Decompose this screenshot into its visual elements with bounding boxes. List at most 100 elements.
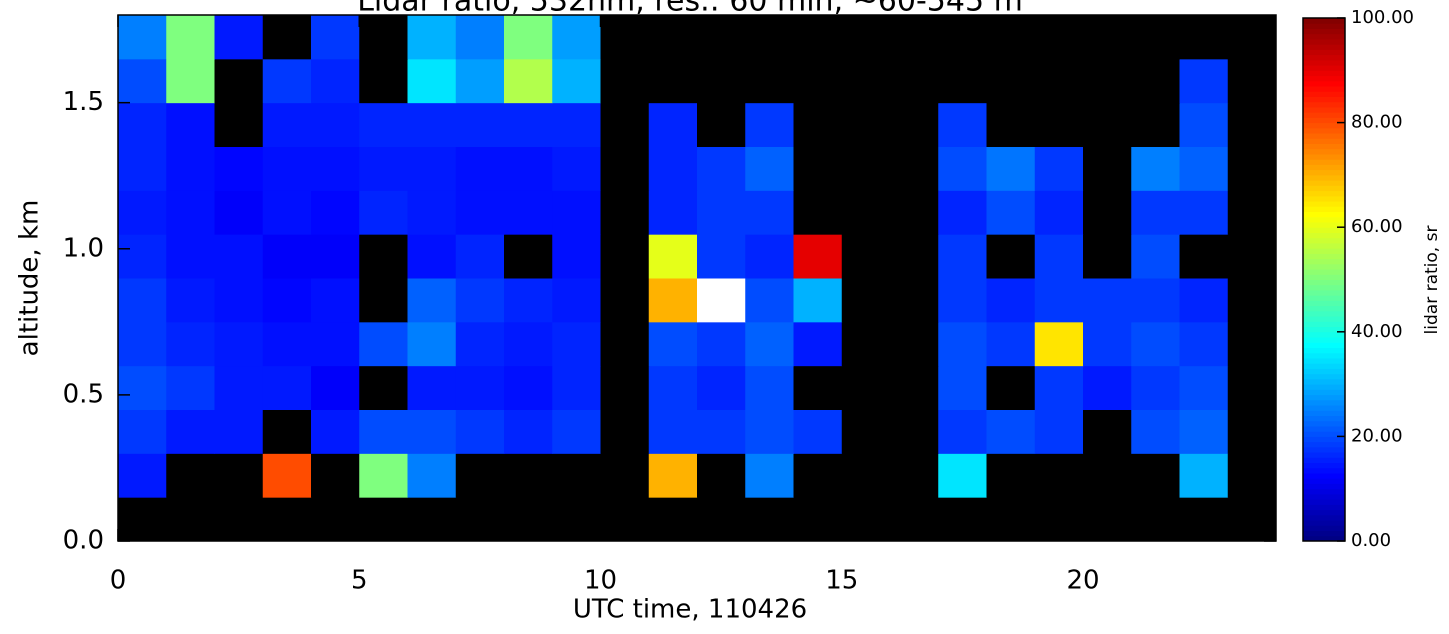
colorbar-segment (1303, 384, 1345, 390)
heat-cell (166, 321, 215, 367)
heat-cell (1083, 321, 1132, 367)
heat-cell (793, 278, 843, 323)
heat-cell (1179, 278, 1229, 323)
heat-cell (890, 278, 939, 323)
heat-cell (841, 278, 891, 323)
heat-cell (1083, 453, 1132, 498)
heat-cell (841, 365, 891, 410)
heat-cell (1179, 453, 1229, 498)
colorbar-segment (1303, 295, 1345, 301)
heat-cell (262, 365, 312, 410)
colorbar-segment (1303, 321, 1345, 328)
colorbar-segment (1303, 452, 1345, 458)
colorbar-segment (1303, 436, 1345, 443)
colorbar-segment (1303, 279, 1345, 286)
heat-cell (1034, 190, 1084, 235)
heat-cell (166, 497, 215, 542)
heat-cell (697, 497, 746, 542)
colorbar-segment (1303, 133, 1345, 139)
heat-cell (697, 453, 746, 498)
heat-cell (311, 453, 360, 498)
colorbar-segment (1303, 258, 1345, 265)
colorbar-segment (1303, 65, 1345, 71)
heat-cell (455, 497, 505, 542)
heat-cell (552, 409, 601, 454)
heat-cell (214, 497, 264, 542)
heat-cell (890, 409, 939, 454)
heat-cell (648, 497, 698, 542)
heat-cell (648, 278, 698, 323)
heat-cell (793, 365, 843, 410)
heat-cell (504, 497, 553, 542)
colorbar-segment (1303, 201, 1345, 207)
heat-cell (600, 497, 650, 542)
heat-cell (504, 190, 553, 235)
heat-cell (1131, 278, 1180, 323)
heat-cell (745, 190, 794, 235)
heat-cell (1227, 321, 1277, 367)
heat-cell (1227, 190, 1277, 235)
heat-cell (986, 409, 1036, 454)
heat-cell (841, 102, 891, 147)
heat-cell (841, 234, 891, 279)
heat-cell (600, 321, 650, 367)
heat-cell (648, 234, 698, 279)
heat-cell (166, 365, 215, 410)
plot-frame (117, 14, 1277, 542)
heat-cell (793, 15, 843, 60)
colorbar-segment (1303, 357, 1345, 364)
heat-cell (1034, 321, 1084, 367)
heat-cell (793, 58, 843, 104)
colorbar-segment (1303, 473, 1345, 479)
heat-cell (1179, 102, 1229, 147)
colorbar-segment (1303, 378, 1345, 385)
heat-cell (1227, 102, 1277, 147)
heat-cell (311, 58, 360, 104)
heat-cell (1179, 409, 1229, 454)
colorbar-segment (1303, 457, 1345, 464)
heat-cell (1034, 58, 1084, 104)
colorbar-segment (1303, 462, 1345, 469)
heat-cell (552, 278, 601, 323)
heat-cell (166, 58, 215, 104)
heat-cell (407, 190, 457, 235)
heat-cell (600, 190, 650, 235)
heat-cell (938, 146, 987, 191)
heat-cell (697, 15, 746, 60)
heat-cell (1034, 234, 1084, 279)
heat-cell (841, 15, 891, 60)
heat-cell (986, 15, 1036, 60)
heat-cell (1227, 409, 1277, 454)
heat-cell (986, 190, 1036, 235)
colorbar-tick-label: 20.00 (1351, 425, 1403, 446)
colorbar-segment (1303, 446, 1345, 453)
colorbar-tick-label: 40.00 (1351, 321, 1403, 342)
x-tick-label: 20 (1066, 566, 1099, 596)
heat-cell (1227, 234, 1277, 279)
colorbar-segment (1303, 263, 1345, 270)
heat-cell (1083, 234, 1132, 279)
heat-cell (118, 409, 167, 454)
colorbar-segment (1303, 127, 1345, 134)
colorbar-segment (1303, 75, 1345, 82)
heat-cell (890, 365, 939, 410)
heat-cell (359, 278, 408, 323)
heat-cell (262, 15, 312, 60)
heat-cell (600, 234, 650, 279)
heat-cell (600, 278, 650, 323)
colorbar-segment (1303, 525, 1345, 532)
heat-cell (938, 278, 987, 323)
heat-cell (552, 234, 601, 279)
heat-cell (890, 15, 939, 60)
colorbar-segment (1303, 331, 1345, 338)
heat-cell (648, 102, 698, 147)
heat-cell (214, 278, 264, 323)
heat-cell (1179, 146, 1229, 191)
heat-cell (311, 102, 360, 147)
colorbar-segment (1303, 59, 1345, 66)
heat-cell (262, 321, 312, 367)
heat-cell (938, 497, 987, 542)
heat-cell (311, 409, 360, 454)
x-tick-label: 0 (110, 566, 127, 596)
heat-cell (214, 190, 264, 235)
